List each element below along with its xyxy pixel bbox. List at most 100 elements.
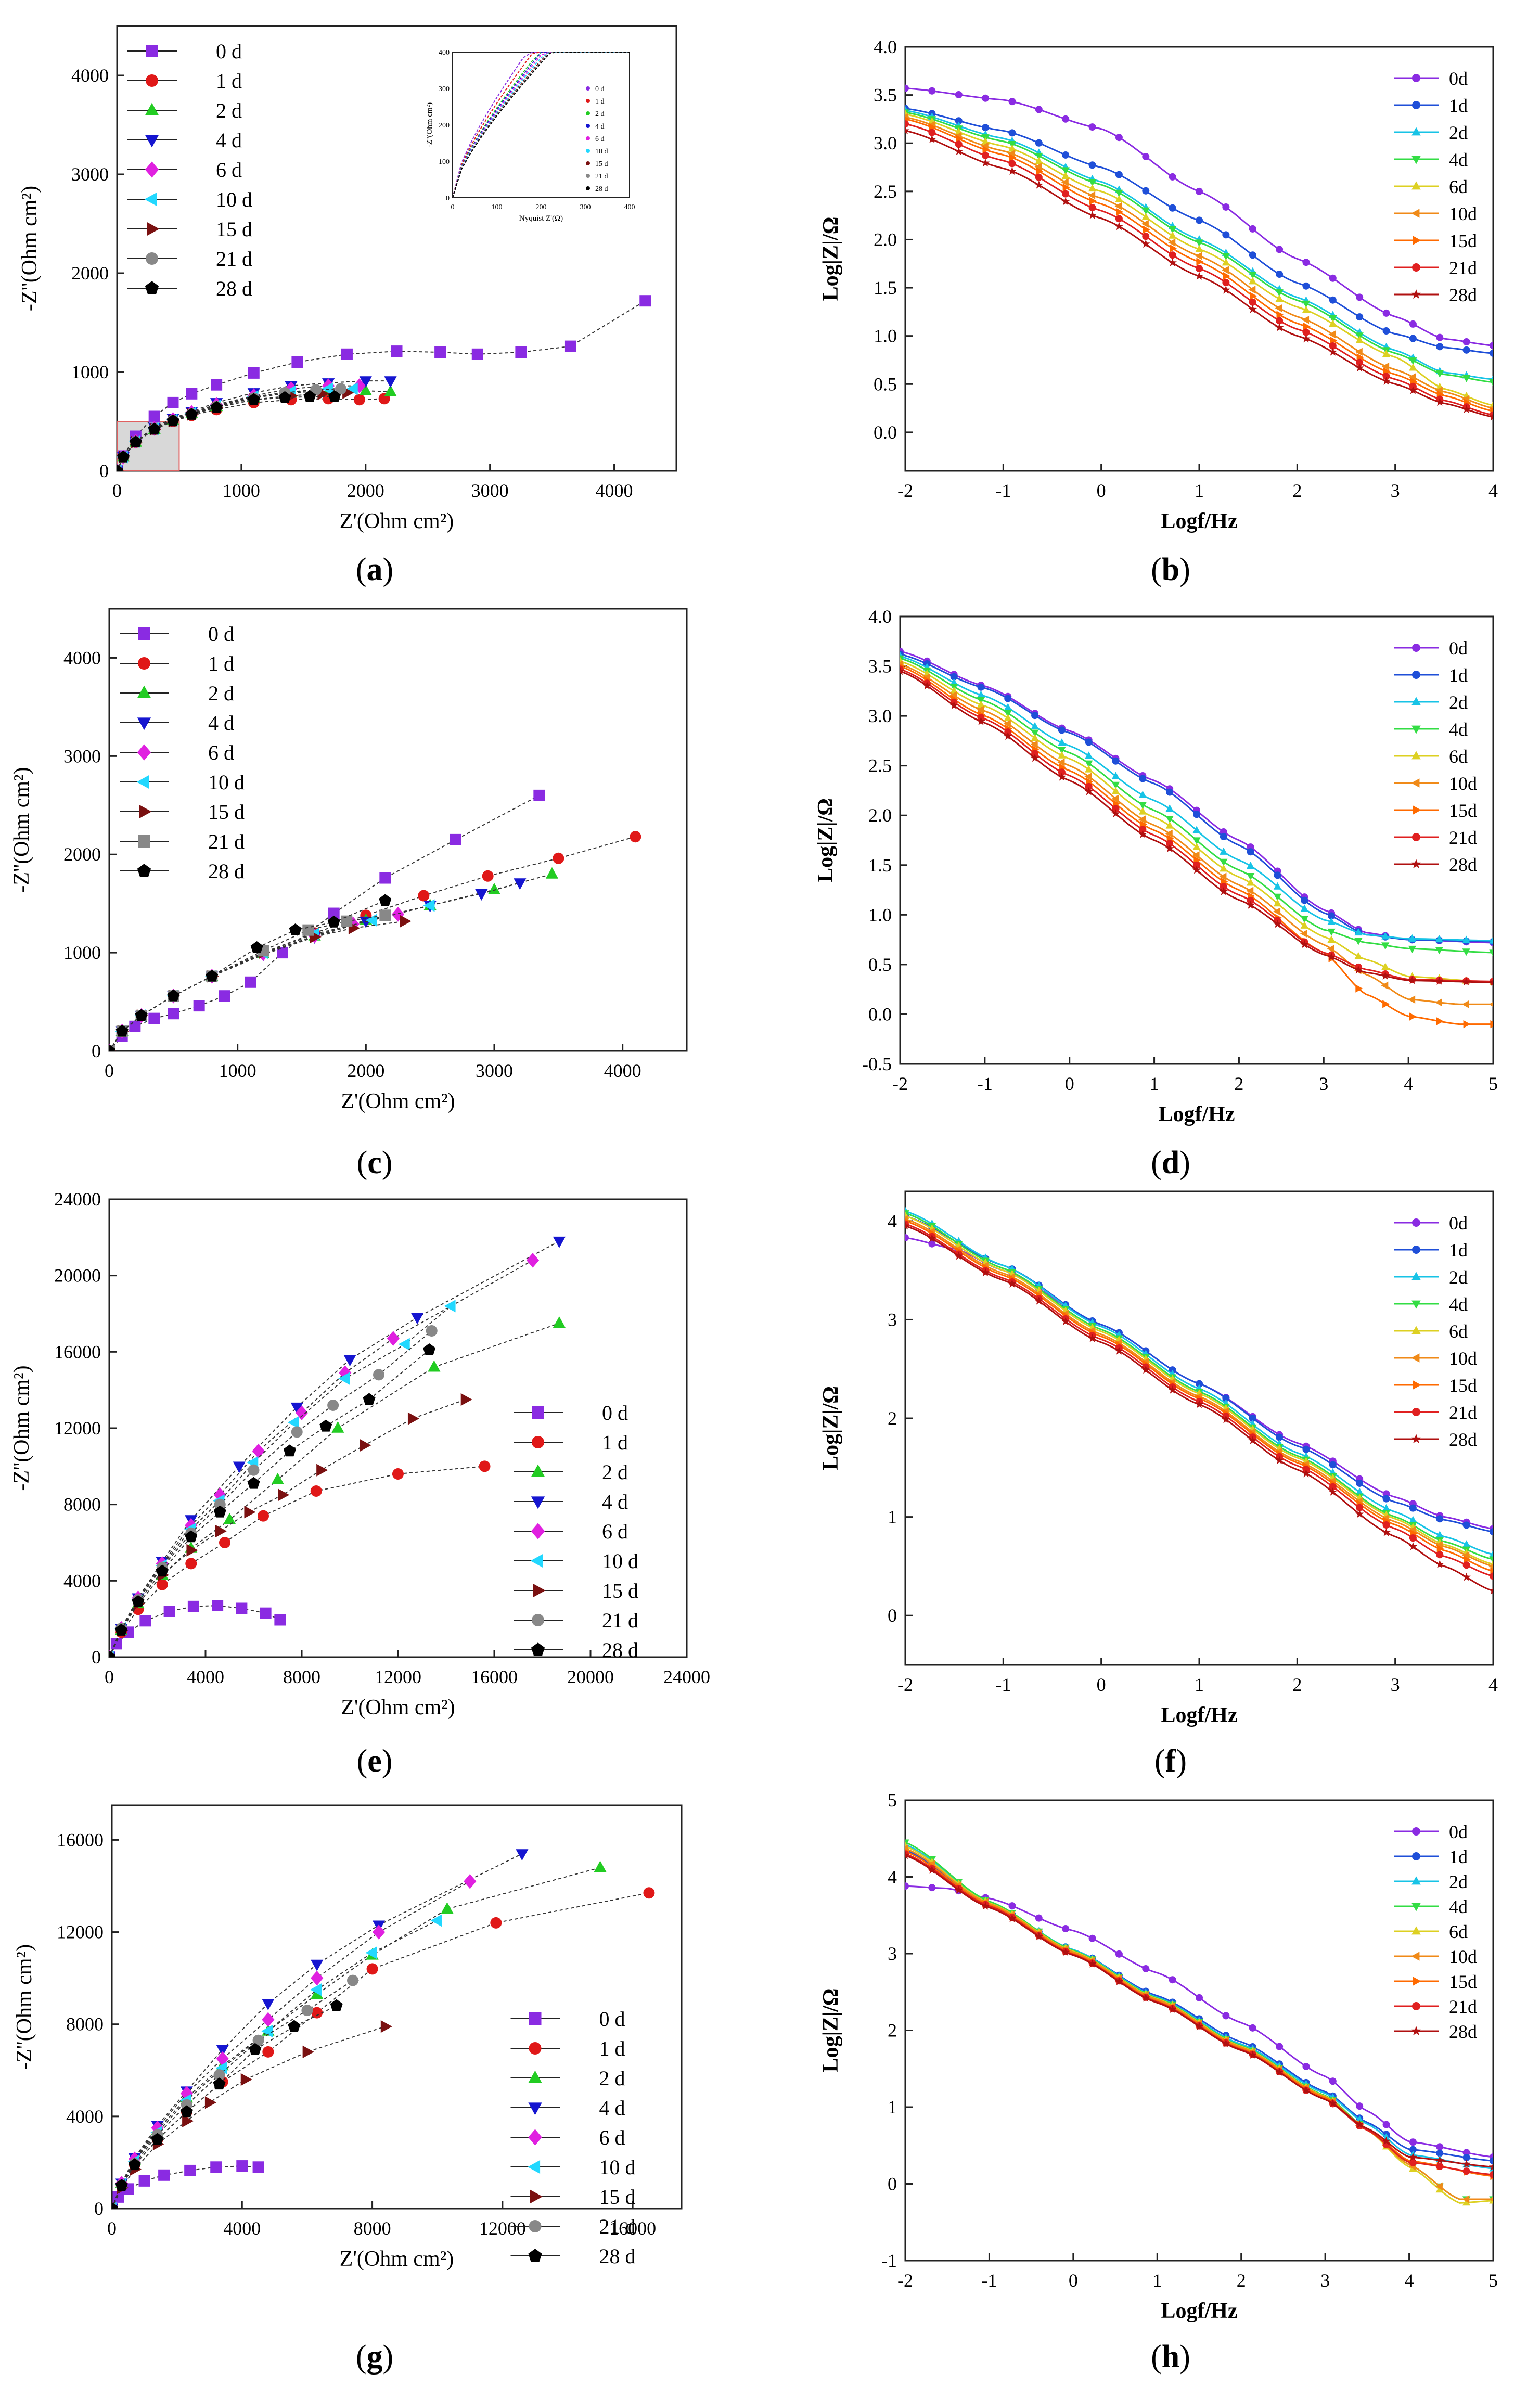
- legend-label: 2d: [1449, 1267, 1468, 1288]
- y-tick-label: 1000: [63, 942, 101, 963]
- inset-legend-label: 10 d: [595, 148, 608, 156]
- series-6d: [900, 657, 1493, 985]
- data-point: [1166, 840, 1174, 848]
- data-point: [1034, 1932, 1044, 1941]
- data-point: [1057, 772, 1067, 781]
- x-tick-label: -1: [981, 2270, 997, 2291]
- x-tick-label: 0: [107, 2218, 117, 2239]
- data-point: [1382, 1528, 1391, 1536]
- data-point: [1302, 1469, 1311, 1478]
- data-point: [954, 147, 964, 156]
- data-point: [261, 2024, 273, 2038]
- series-line: [109, 1605, 280, 1657]
- data-point: [1329, 296, 1337, 304]
- inset-x-label: Nyquist Z'(Ω): [519, 214, 563, 223]
- x-tick-label: 0: [1065, 1073, 1074, 1094]
- data-point: [1088, 161, 1096, 169]
- data-point: [1058, 751, 1066, 759]
- data-point: [1192, 826, 1201, 833]
- data-point: [1088, 179, 1097, 187]
- chart-f: -2 -1 0 1 2 3 4 0 1 2 3 4 Logf/Hz Log|Z|/Ω 0d 1d 2d 4d 6d 1…: [819, 1190, 1498, 1727]
- data-point: [1489, 949, 1493, 957]
- x-tick-label: 16000: [609, 2218, 656, 2239]
- series-4d: [900, 655, 1493, 957]
- x-tick-label: -2: [892, 1073, 908, 1094]
- data-point: [1327, 928, 1336, 936]
- data-point: [1488, 2162, 1493, 2171]
- data-point: [1061, 1317, 1070, 1326]
- data-point: [1196, 1380, 1203, 1388]
- data-point: [311, 2007, 323, 2019]
- legend-label: 28 d: [216, 277, 252, 300]
- y-tick-label: 3: [888, 1943, 897, 1964]
- legend-marker: [1413, 236, 1421, 245]
- data-point: [1168, 2005, 1177, 2013]
- data-point: [1354, 938, 1363, 945]
- x-tick-label: 1000: [223, 480, 260, 501]
- data-point: [1302, 1445, 1310, 1453]
- data-point: [291, 356, 303, 368]
- data-point: [1143, 225, 1150, 234]
- data-point: [1436, 2163, 1444, 2171]
- data-point: [1247, 896, 1254, 904]
- legend-label: 4d: [1449, 1294, 1468, 1315]
- data-point: [384, 376, 397, 388]
- series-line: [109, 1466, 485, 1657]
- series-28d: [905, 1851, 1493, 2171]
- data-point: [151, 2120, 164, 2136]
- legend-label: 2 d: [602, 1460, 628, 1484]
- data-point: [1165, 844, 1174, 853]
- data-point: [464, 1873, 477, 1889]
- chart-g: 0 4000 8000 12000 16000 0 4000 8000 12000 16000 Z'…: [12, 1804, 683, 2271]
- x-axis-label: Logf/Hz: [1161, 509, 1238, 533]
- data-point: [1112, 757, 1120, 765]
- plot-frame: [111, 1804, 683, 2210]
- series-10d: [900, 660, 1493, 1009]
- legend-marker: [145, 102, 159, 116]
- legend-marker: [146, 74, 158, 87]
- data-point: [1195, 2022, 1204, 2031]
- data-point: [1382, 373, 1390, 380]
- data-point: [213, 2077, 226, 2090]
- y-tick-label: 1.0: [868, 904, 892, 925]
- inset-legend-label: 0 d: [595, 85, 605, 93]
- x-tick-label: 1: [1195, 480, 1204, 501]
- legend-label: 0 d: [602, 1401, 628, 1424]
- data-point: [1461, 1000, 1469, 1009]
- data-layer: [112, 1849, 655, 2209]
- legend-marker: [1411, 1903, 1421, 1911]
- data-point: [1008, 160, 1016, 168]
- data-point: [1302, 328, 1310, 336]
- inset-legend-marker: [586, 86, 590, 91]
- data-point: [977, 716, 985, 725]
- caption-c: (c): [356, 1145, 393, 1180]
- data-point: [1355, 1509, 1364, 1518]
- data-point: [1462, 338, 1470, 346]
- legend-label: 6d: [1449, 1921, 1468, 1942]
- data-point: [1115, 134, 1123, 142]
- data-point: [1111, 787, 1120, 794]
- data-point: [278, 1488, 290, 1502]
- inset-legend-label: 6 d: [595, 135, 605, 143]
- data-point: [1062, 115, 1070, 123]
- data-point: [1328, 330, 1336, 339]
- data-point: [1382, 376, 1391, 385]
- data-point: [1354, 952, 1363, 959]
- x-tick-label: 12000: [375, 1666, 421, 1687]
- series-line: [117, 300, 646, 471]
- data-point: [1003, 732, 1012, 740]
- data-layer: [905, 1839, 1493, 2206]
- data-point: [1169, 251, 1176, 259]
- data-point: [1219, 872, 1227, 881]
- data-point: [1114, 1346, 1124, 1355]
- legend-marker: [1412, 101, 1420, 109]
- data-point: [1061, 1947, 1070, 1956]
- legend-marker: [137, 685, 151, 698]
- series-28d: [109, 1343, 436, 1657]
- data-point: [1381, 932, 1390, 940]
- y-tick-label: 1.0: [874, 326, 897, 346]
- data-point: [1111, 781, 1120, 789]
- y-tick-label: 0: [888, 1605, 897, 1626]
- legend-label: 6 d: [208, 741, 234, 764]
